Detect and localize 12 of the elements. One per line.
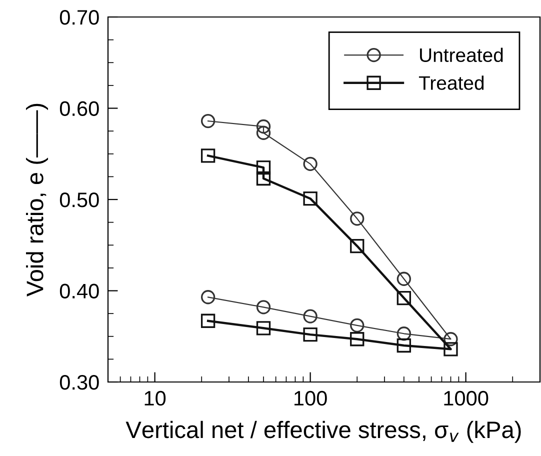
x-tick-label: 10 xyxy=(144,390,166,406)
y-tick-label: 0.50 xyxy=(60,192,99,208)
y-tick-label: 0.40 xyxy=(60,284,99,299)
y-tick-label: 0.60 xyxy=(60,101,99,116)
y-tick-label: 0.30 xyxy=(60,375,99,390)
x-tick-label: 1000 xyxy=(444,390,488,406)
x-tick-label: 100 xyxy=(294,390,327,406)
y-axis-title: Void ratio, e (——) xyxy=(26,104,48,296)
x-axis-title: Vertical net / effective stress, σ$_{v}$ (kPa) xyxy=(126,420,521,443)
y-tick-label: 0.70 xyxy=(60,10,99,25)
legend-label: Untreated xyxy=(420,48,503,62)
legend-label: Treated xyxy=(418,76,484,90)
